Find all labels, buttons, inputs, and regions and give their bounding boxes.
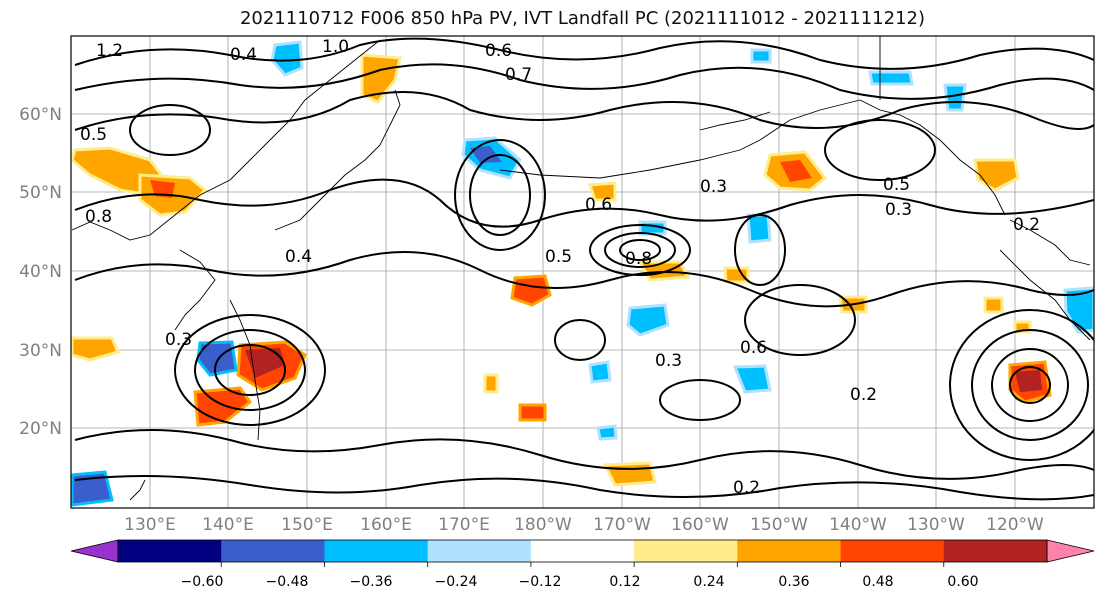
latitude-labels: 60°N 50°N 40°N 30°N 20°N [19, 105, 62, 439]
contour-label: 0.3 [165, 330, 192, 350]
contour-label: 1.0 [322, 37, 349, 57]
colorbar-tick-label: −0.36 [350, 574, 393, 590]
contour-labels: 1.2 1.0 0.4 0.6 0.7 0.5 0.8 0.4 0.3 0.5 … [80, 37, 1040, 498]
lat-label: 60°N [19, 105, 62, 125]
colorbar-tick-label: 0.24 [693, 574, 724, 590]
contour-label: 1.2 [96, 41, 123, 61]
colorbar-segment [530, 540, 635, 562]
map-frame [70, 35, 1095, 509]
colorbar-segment [324, 540, 429, 562]
contour-label: 0.7 [505, 65, 532, 85]
contour-label: 0.8 [625, 249, 652, 269]
longitude-labels: 130°E 140°E 150°E 160°E 170°E 180°W 170°… [124, 515, 1044, 535]
colorbar-tick-label: 0.48 [862, 574, 893, 590]
lat-label: 40°N [19, 262, 62, 282]
colorbar-tick-label: −0.12 [519, 574, 562, 590]
colorbar [70, 539, 1095, 567]
contour-label: 0.2 [850, 385, 877, 405]
lat-label: 20°N [19, 419, 62, 439]
contour-label: 0.4 [230, 45, 257, 65]
lon-label: 150°W [750, 515, 808, 535]
lon-label: 160°W [671, 515, 729, 535]
contour-label: 0.5 [80, 125, 107, 145]
colorbar-extend-low [70, 539, 119, 563]
colorbar-segment [737, 540, 842, 562]
contour-label: 0.2 [733, 478, 760, 498]
contour-label: 0.2 [1013, 215, 1040, 235]
lon-label: 140°E [202, 515, 254, 535]
contour-label: 0.6 [740, 338, 767, 358]
lon-label: 120°W [986, 515, 1044, 535]
colorbar-extend-high [1046, 539, 1095, 563]
colorbar-tick-labels: −0.60 −0.48 −0.36 −0.24 −0.12 0.12 0.24 … [181, 574, 979, 590]
colorbar-tick-label: −0.60 [181, 574, 224, 590]
contour-label: 0.5 [883, 175, 910, 195]
figure-title: 2021110712 F006 850 hPa PV, IVT Landfall… [239, 8, 926, 29]
contour-label: 0.3 [655, 351, 682, 371]
map-content [71, 36, 1094, 508]
map-area [71, 36, 1094, 508]
colorbar-segment [840, 540, 945, 562]
coastlines [71, 36, 1091, 501]
colorbar-segment [634, 540, 738, 562]
colorbar-tick-label: −0.24 [435, 574, 478, 590]
contour-label: 0.3 [700, 177, 727, 197]
colorbar-segment [427, 540, 532, 562]
colorbar-tick-label: −0.48 [266, 574, 309, 590]
lon-label: 140°W [829, 515, 887, 535]
colorbar-segment [221, 540, 325, 562]
contour-label: 0.6 [485, 41, 512, 61]
contour-label: 0.4 [285, 247, 312, 267]
lon-label: 130°W [907, 515, 965, 535]
lon-label: 160°E [360, 515, 412, 535]
colorbar-tick-label: 0.60 [947, 574, 978, 590]
lat-label: 30°N [19, 341, 62, 361]
lat-label: 50°N [19, 183, 62, 203]
lon-label: 150°E [281, 515, 333, 535]
lon-label: 170°W [593, 515, 651, 535]
lon-label: 130°E [124, 515, 176, 535]
lon-label: 180°W [514, 515, 572, 535]
contour-label: 0.3 [885, 200, 912, 220]
lon-label: 170°E [438, 515, 490, 535]
contour-label: 0.6 [585, 195, 612, 215]
gridlines [71, 36, 1094, 508]
colorbar-tick-label: 0.36 [778, 574, 809, 590]
colorbar-segment [118, 540, 222, 562]
contour-label: 0.8 [85, 207, 112, 227]
colorbar-tick-label: 0.12 [609, 574, 640, 590]
colorbar-outline [117, 539, 1048, 563]
contour-lines [74, 37, 1094, 501]
colorbar-segment [943, 540, 1048, 562]
contour-label: 0.5 [545, 247, 572, 267]
